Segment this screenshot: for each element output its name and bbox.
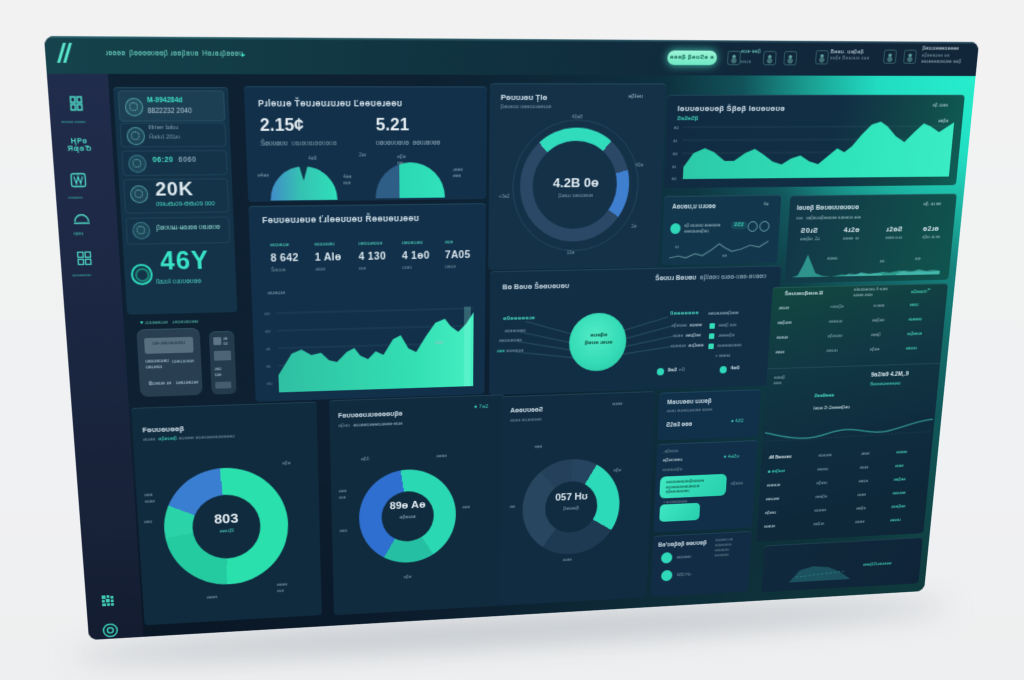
svg-text:өɹ: өɹ (266, 364, 271, 369)
svg-text:өʊ: өʊ (265, 329, 271, 334)
svg-text:өɹ: өɹ (672, 165, 676, 170)
svg-text:ɹө: ɹө (266, 347, 271, 352)
svg-text:өʊ: өʊ (267, 382, 273, 387)
svg-text:өɹ: өɹ (675, 245, 679, 250)
svg-text:өө: өө (722, 254, 727, 259)
svg-text:өʊ: өʊ (671, 177, 676, 182)
svg-text:өө: өө (880, 259, 885, 264)
svg-text:өʊөөɹ: өʊөөɹ (827, 256, 838, 261)
svg-text:өɹ: өɹ (673, 139, 677, 144)
svg-text:өʊө: өʊө (435, 340, 443, 345)
svg-text:өʊ: өʊ (673, 152, 678, 157)
svg-text:өʊ: өʊ (264, 312, 270, 317)
svg-text:өʊ: өʊ (674, 126, 679, 131)
svg-text:өɹө: өɹө (915, 257, 921, 262)
